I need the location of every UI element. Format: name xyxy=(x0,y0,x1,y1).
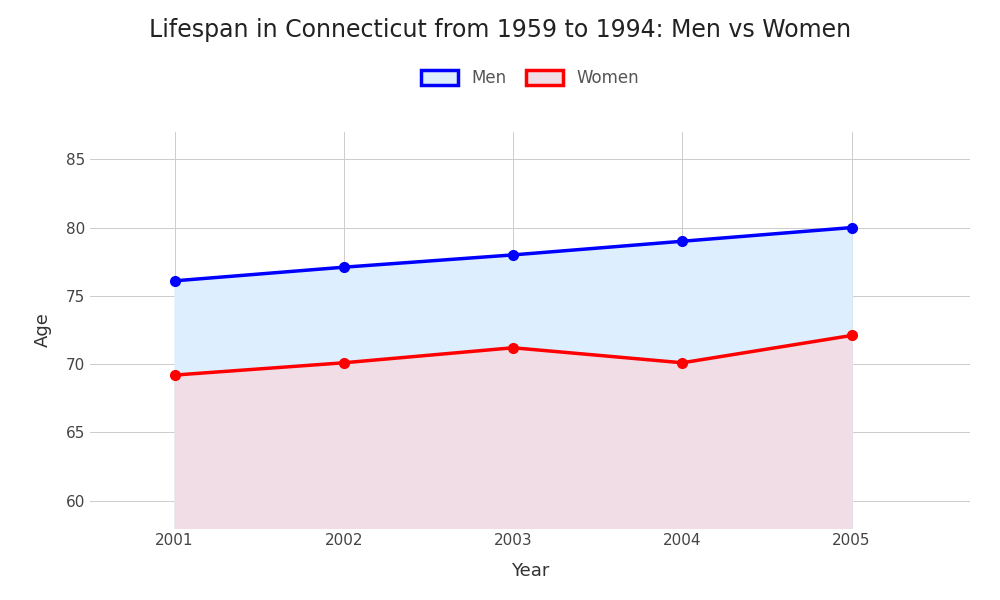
Women xyxy=(846,332,858,339)
X-axis label: Year: Year xyxy=(511,562,549,580)
Men xyxy=(507,251,519,259)
Men xyxy=(169,277,181,284)
Y-axis label: Age: Age xyxy=(34,313,52,347)
Women xyxy=(676,359,688,367)
Line: Men: Men xyxy=(170,223,856,286)
Legend: Men, Women: Men, Women xyxy=(421,69,639,87)
Line: Women: Women xyxy=(170,331,856,380)
Men xyxy=(676,238,688,245)
Women xyxy=(507,344,519,352)
Men xyxy=(846,224,858,231)
Women xyxy=(338,359,350,367)
Men xyxy=(338,263,350,271)
Women xyxy=(169,371,181,379)
Text: Lifespan in Connecticut from 1959 to 1994: Men vs Women: Lifespan in Connecticut from 1959 to 199… xyxy=(149,18,851,42)
